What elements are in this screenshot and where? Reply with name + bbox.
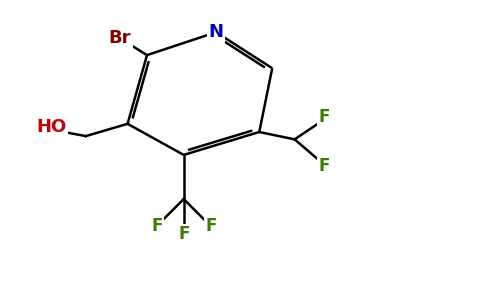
Text: N: N <box>209 23 224 41</box>
Text: F: F <box>318 108 330 126</box>
Text: HO: HO <box>36 118 67 136</box>
Text: F: F <box>318 158 330 175</box>
Text: F: F <box>151 217 163 235</box>
Text: Br: Br <box>109 29 131 47</box>
Text: F: F <box>205 217 216 235</box>
Text: F: F <box>178 225 189 243</box>
